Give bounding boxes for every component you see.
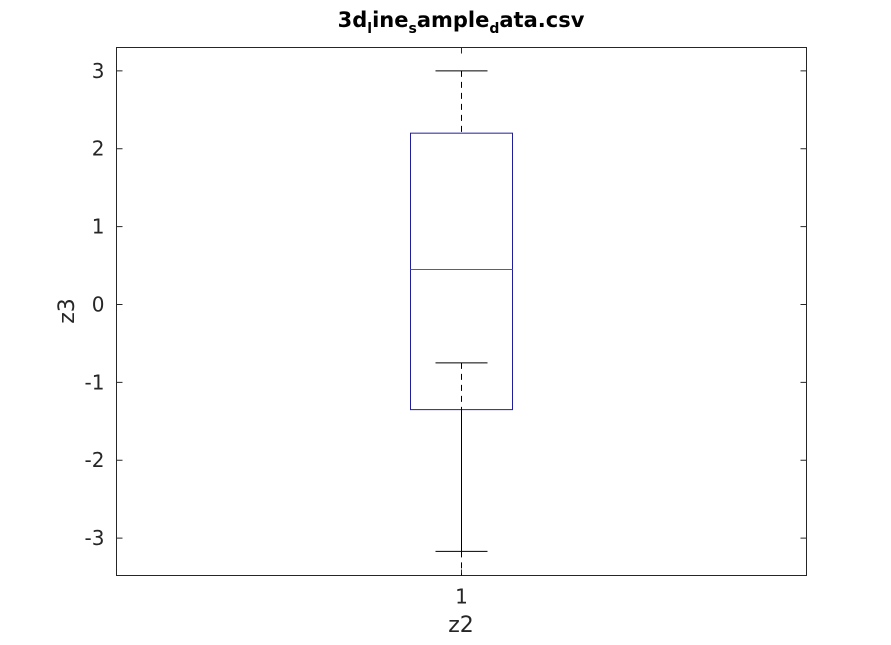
y-tick-label: 0 xyxy=(92,292,105,316)
title-part: 3d xyxy=(338,8,368,32)
x-tick-label: 1 xyxy=(455,585,468,609)
y-tick-label: 3 xyxy=(92,59,105,83)
y-tick-label: 2 xyxy=(92,137,105,161)
y-tick-label: -1 xyxy=(85,370,105,394)
title-subscript: l xyxy=(367,21,372,37)
y-axis-label: z3 xyxy=(55,298,80,324)
y-axis: 3 2 1 0 -1 -2 -3 xyxy=(85,59,807,550)
y-tick-label: -2 xyxy=(85,448,105,472)
y-tick-label: -3 xyxy=(85,526,105,550)
title-part: ine xyxy=(372,8,408,32)
title-subscript: s xyxy=(408,21,416,37)
x-axis-label: z2 xyxy=(448,613,474,638)
title-subscript: d xyxy=(489,21,499,37)
y-tick-label: 1 xyxy=(92,215,105,239)
box-series xyxy=(410,70,513,576)
chart-title: 3dlinesampledata.csv xyxy=(338,8,585,37)
title-part: ample xyxy=(417,8,490,32)
box-group xyxy=(410,70,513,576)
title-part: ata.csv xyxy=(499,8,584,32)
